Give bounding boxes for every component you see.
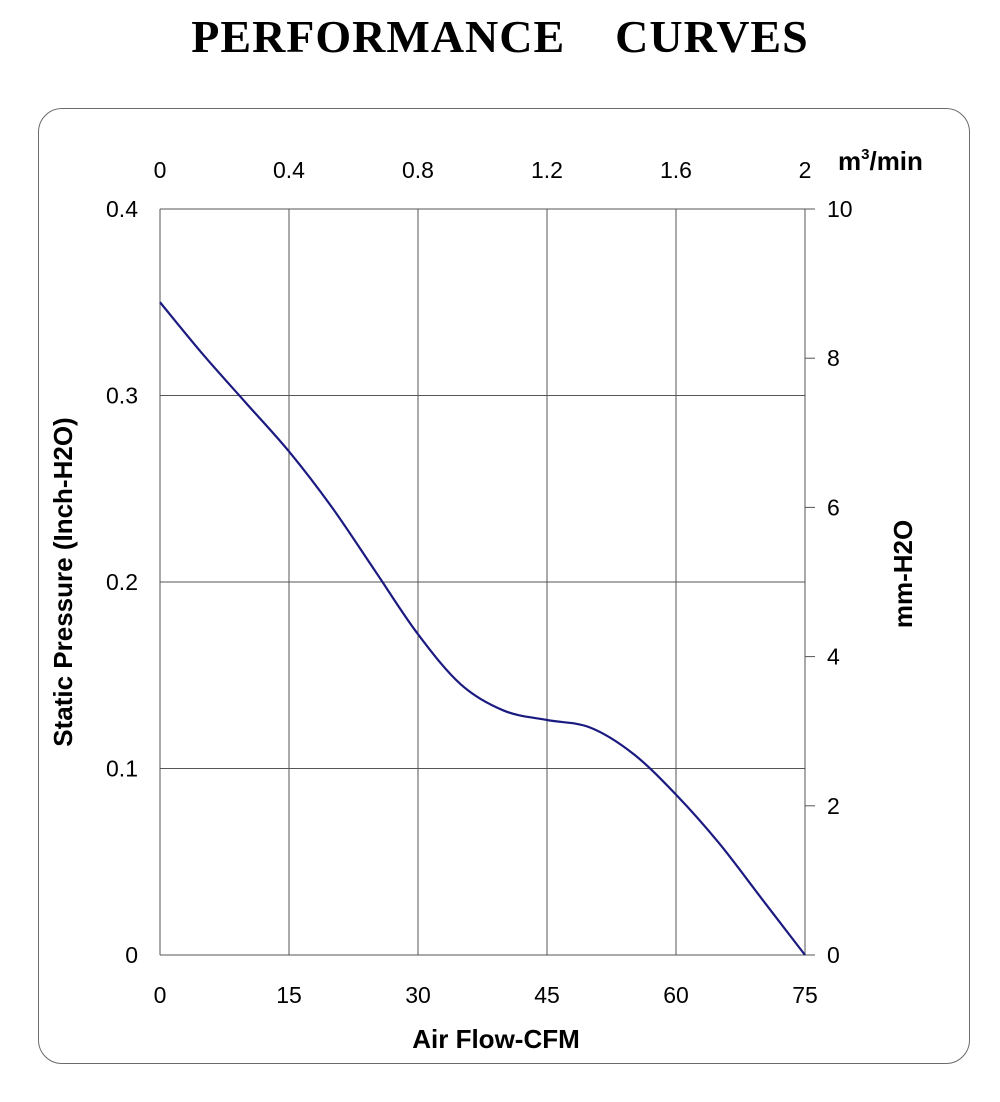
chart-frame xyxy=(38,108,970,1064)
y2-tick-label: 8 xyxy=(827,345,840,371)
x-tick-label: 75 xyxy=(792,982,818,1008)
x2-axis-title-base: m xyxy=(838,146,861,176)
y-tick-label: 0.1 xyxy=(106,756,138,782)
y2-tick-label: 4 xyxy=(827,644,840,670)
y-tick-label: 0 xyxy=(125,942,138,968)
x-tick-label: 15 xyxy=(276,982,302,1008)
y2-axis-title: mm-H2O xyxy=(888,520,918,628)
x2-axis-title-rest: /min xyxy=(869,146,922,176)
x-tick-label: 30 xyxy=(405,982,431,1008)
tick-label-layer: 0 15 30 45 60 75 0 0.1 0.2 0.3 0.4 0 0.4 0.8 1.2 1.6 2 0 2… xyxy=(106,157,853,1008)
page-title: PERFORMANCE CURVES xyxy=(191,11,809,62)
x-tick-label: 0 xyxy=(154,982,167,1008)
x-tick-label: 60 xyxy=(663,982,689,1008)
y2-tick-label: 0 xyxy=(827,942,840,968)
x2-tick-label: 0 xyxy=(154,157,167,183)
x2-tick-label: 2 xyxy=(799,157,812,183)
axis-title-layer: Air Flow-CFM Static Pressure (Inch-H2O) … xyxy=(48,146,923,1054)
x2-axis-title: m3/min xyxy=(838,146,923,176)
y-tick-label: 0.3 xyxy=(106,383,138,409)
y2-tick-label: 6 xyxy=(827,494,840,520)
y-tick-label: 0.4 xyxy=(106,196,138,222)
series-layer xyxy=(159,301,806,956)
x-tick-label: 45 xyxy=(534,982,560,1008)
x2-tick-label: 1.2 xyxy=(531,157,563,183)
y-axis-title: Static Pressure (Inch-H2O) xyxy=(48,417,78,746)
x2-axis-title-sup: 3 xyxy=(861,146,869,163)
y2-tick-label: 10 xyxy=(827,196,853,222)
grid-layer xyxy=(159,208,815,956)
x-axis-title: Air Flow-CFM xyxy=(412,1024,580,1054)
x2-tick-label: 0.4 xyxy=(273,157,305,183)
x2-tick-label: 0.8 xyxy=(402,157,434,183)
y2-tick-label: 2 xyxy=(827,793,840,819)
y-tick-label: 0.2 xyxy=(106,569,138,595)
x2-tick-label: 1.6 xyxy=(660,157,692,183)
pressure-curve xyxy=(159,301,806,956)
